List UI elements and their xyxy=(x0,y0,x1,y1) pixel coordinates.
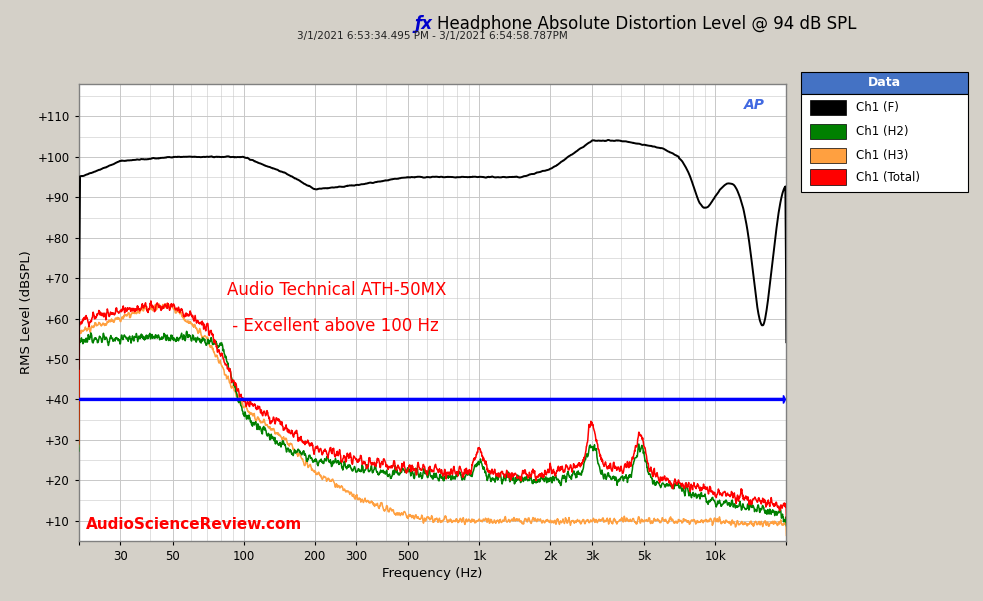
Text: Audio Technical ATH-50MX: Audio Technical ATH-50MX xyxy=(227,281,446,299)
Bar xyxy=(810,100,846,115)
Bar xyxy=(810,124,846,139)
Text: Ch1 (F): Ch1 (F) xyxy=(856,101,899,114)
Text: Ch1 (H3): Ch1 (H3) xyxy=(856,149,908,162)
Text: Ch1 (Total): Ch1 (Total) xyxy=(856,171,920,184)
Bar xyxy=(801,94,968,192)
Y-axis label: RMS Level (dBSPL): RMS Level (dBSPL) xyxy=(21,251,33,374)
Text: Data: Data xyxy=(868,76,901,90)
Text: - Excellent above 100 Hz: - Excellent above 100 Hz xyxy=(227,317,439,335)
Text: Ch1 (H2): Ch1 (H2) xyxy=(856,125,909,138)
Bar xyxy=(801,72,968,94)
Text: 3/1/2021 6:53:34.495 PM - 3/1/2021 6:54:58.787PM: 3/1/2021 6:53:34.495 PM - 3/1/2021 6:54:… xyxy=(297,31,568,41)
Text: Headphone Absolute Distortion Level @ 94 dB SPL: Headphone Absolute Distortion Level @ 94… xyxy=(437,15,857,33)
Text: AP: AP xyxy=(744,98,765,112)
Text: AudioScienceReview.com: AudioScienceReview.com xyxy=(86,517,302,532)
Bar xyxy=(810,148,846,163)
FancyArrow shape xyxy=(79,395,785,403)
X-axis label: Frequency (Hz): Frequency (Hz) xyxy=(382,567,483,580)
Bar xyxy=(810,169,846,185)
Text: ƒx: ƒx xyxy=(415,15,433,33)
